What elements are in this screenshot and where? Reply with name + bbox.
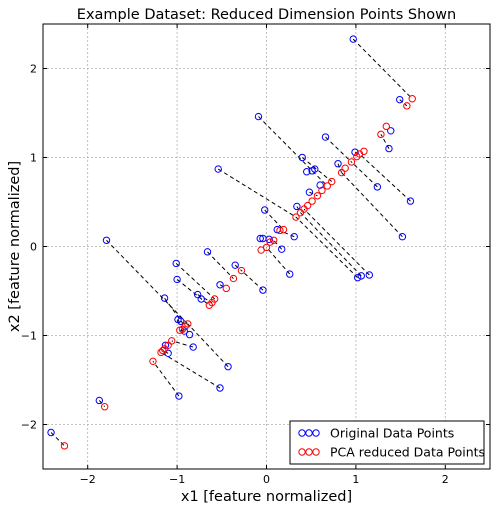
y-tick-label: 0 (30, 241, 37, 254)
y-tick-label: 2 (30, 63, 37, 76)
x-tick-label: 0 (263, 473, 270, 486)
x-tick-label: 1 (352, 473, 359, 486)
y-axis-label: x2 [feature normalized] (7, 161, 23, 332)
legend-label-original: Original Data Points (330, 426, 454, 441)
y-tick-label: 1 (30, 152, 37, 165)
legend-label-reduced: PCA reduced Data Points (330, 445, 485, 460)
y-tick-label: −2 (21, 419, 37, 432)
x-axis-label: x1 [feature normalized] (181, 489, 352, 505)
plot-area (43, 24, 490, 469)
y-tick-label: −1 (21, 330, 37, 343)
chart-title: Example Dataset: Reduced Dimension Point… (77, 7, 456, 23)
x-tick-label: 2 (442, 473, 449, 486)
legend: Original Data Points PCA reduced Data Po… (290, 421, 485, 464)
x-tick-label: −1 (169, 473, 185, 486)
x-tick-label: −2 (80, 473, 96, 486)
